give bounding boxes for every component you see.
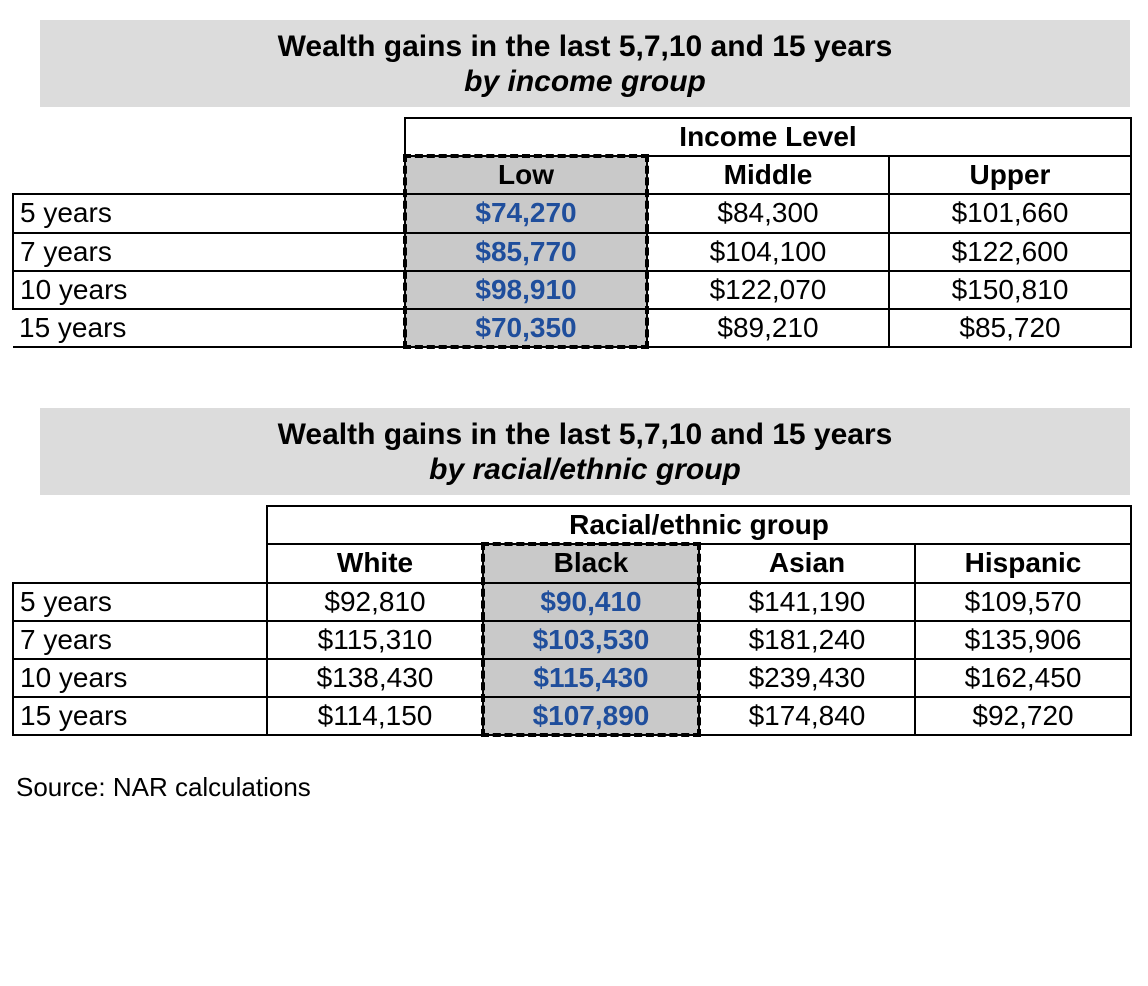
table2-wrap: Racial/ethnic group White Black Asian Hi… (12, 505, 1130, 736)
table2-r1c3: $135,906 (915, 621, 1131, 659)
table1-r2c2: $150,810 (889, 271, 1131, 309)
table2-r1c1: $103,530 (483, 621, 699, 659)
table2-corner2 (13, 544, 267, 582)
table2-r2c0: $138,430 (267, 659, 483, 697)
table2-col-2: Asian (699, 544, 915, 582)
table1-r1c0: $85,770 (405, 233, 647, 271)
table1-col-2: Upper (889, 156, 1131, 194)
table1-corner2 (13, 156, 405, 194)
table1-group-header: Income Level (405, 118, 1131, 156)
table2-r3c2: $174,840 (699, 697, 915, 735)
table1-wrap: Income Level Low Middle Upper 5 years $7… (12, 117, 1130, 348)
table2-r0c0: $92,810 (267, 583, 483, 621)
table2-title: Wealth gains in the last 5,7,10 and 15 y… (40, 408, 1130, 495)
table2-title-line2: by racial/ethnic group (40, 453, 1130, 488)
table2-r1c0: $115,310 (267, 621, 483, 659)
table1-title-line2: by income group (40, 65, 1130, 100)
table1-r3c2: $85,720 (889, 309, 1131, 347)
table1-title: Wealth gains in the last 5,7,10 and 15 y… (40, 20, 1130, 107)
table1-col-1: Middle (647, 156, 889, 194)
table1-corner (13, 118, 405, 156)
table2-r1c2: $181,240 (699, 621, 915, 659)
table2-r2c2: $239,430 (699, 659, 915, 697)
table2-col-0: White (267, 544, 483, 582)
table2-rowlabel-2: 10 years (13, 659, 267, 697)
table1-r2c1: $122,070 (647, 271, 889, 309)
table1-rowlabel-3: 15 years (13, 309, 405, 347)
table2-rowlabel-1: 7 years (13, 621, 267, 659)
table2: Racial/ethnic group White Black Asian Hi… (12, 505, 1132, 736)
table1-r1c1: $104,100 (647, 233, 889, 271)
table1-r0c2: $101,660 (889, 194, 1131, 232)
table2-r0c3: $109,570 (915, 583, 1131, 621)
table2-r3c1: $107,890 (483, 697, 699, 735)
table2-group-header: Racial/ethnic group (267, 506, 1131, 544)
table1: Income Level Low Middle Upper 5 years $7… (12, 117, 1132, 348)
table1-r0c0: $74,270 (405, 194, 647, 232)
table1-col-0: Low (405, 156, 647, 194)
table1-rowlabel-0: 5 years (13, 194, 405, 232)
source-text: Source: NAR calculations (12, 772, 1130, 803)
table1-rowlabel-1: 7 years (13, 233, 405, 271)
table2-r2c1: $115,430 (483, 659, 699, 697)
table2-corner (13, 506, 267, 544)
table1-r2c0: $98,910 (405, 271, 647, 309)
table1-r3c0: $70,350 (405, 309, 647, 347)
table2-r3c0: $114,150 (267, 697, 483, 735)
table1-r1c2: $122,600 (889, 233, 1131, 271)
table2-col-1: Black (483, 544, 699, 582)
table2-col-3: Hispanic (915, 544, 1131, 582)
table2-r0c2: $141,190 (699, 583, 915, 621)
table2-rowlabel-0: 5 years (13, 583, 267, 621)
table1-rowlabel-2: 10 years (13, 271, 405, 309)
table1-title-line1: Wealth gains in the last 5,7,10 and 15 y… (40, 30, 1130, 65)
table2-r2c3: $162,450 (915, 659, 1131, 697)
table1-r3c1: $89,210 (647, 309, 889, 347)
table2-r3c3: $92,720 (915, 697, 1131, 735)
table2-rowlabel-3: 15 years (13, 697, 267, 735)
table1-r0c1: $84,300 (647, 194, 889, 232)
table2-title-line1: Wealth gains in the last 5,7,10 and 15 y… (40, 418, 1130, 453)
table2-r0c1: $90,410 (483, 583, 699, 621)
